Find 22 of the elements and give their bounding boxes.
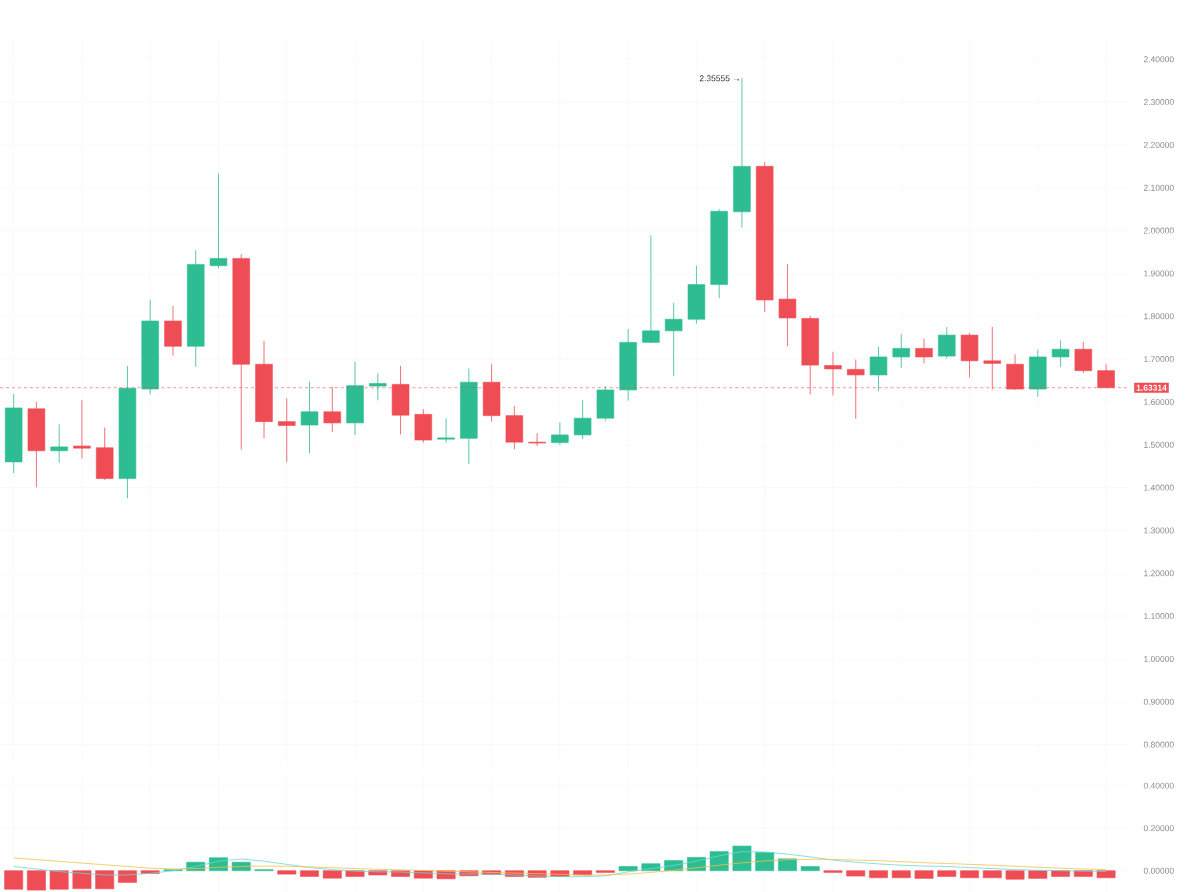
- y-tick-label: 1.20000: [1144, 570, 1174, 577]
- y-tick-label: 0.20000: [1143, 825, 1174, 832]
- y-tick-label: 1.30000: [1144, 527, 1174, 534]
- y-tick-label: 1.00000: [1144, 655, 1174, 662]
- y-tick-label: 0.90000: [1143, 698, 1174, 705]
- ref-line-label: 1.63314: [1136, 384, 1167, 391]
- annotation: 2.35555 →: [699, 75, 739, 82]
- y-tick-label: 2.40000: [1143, 56, 1174, 63]
- y-tick-label: 1.10000: [1144, 613, 1174, 620]
- y-tick-label: 2.20000: [1143, 141, 1174, 148]
- y-tick-label: 1.50000: [1144, 441, 1174, 448]
- y-tick-label: 1.40000: [1144, 484, 1174, 491]
- y-tick-label: 0.00000: [1143, 867, 1174, 874]
- y-tick-label: 0.80000: [1143, 741, 1174, 748]
- y-tick-label: 2.00000: [1143, 227, 1174, 234]
- y-tick-label: 1.90000: [1144, 270, 1174, 277]
- y-tick-label: 2.30000: [1143, 99, 1174, 106]
- y-tick-label: 2.10000: [1143, 184, 1174, 191]
- y-tick-label: 1.60000: [1144, 398, 1174, 405]
- y-tick-label: 1.80000: [1144, 313, 1174, 320]
- y-tick-label: 0.40000: [1143, 782, 1174, 789]
- y-tick-label: 1.70000: [1144, 356, 1174, 363]
